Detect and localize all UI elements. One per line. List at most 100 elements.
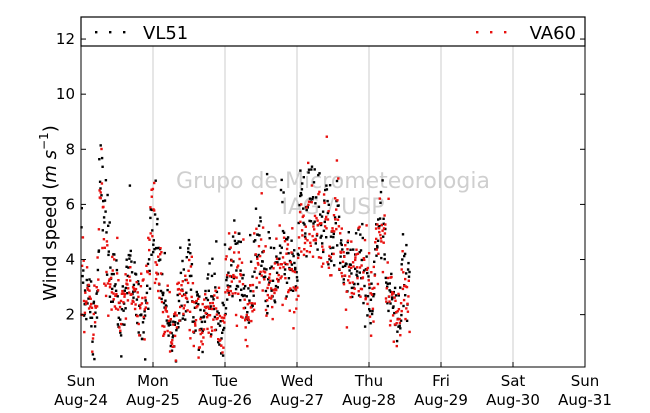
data-point-va60 xyxy=(105,270,108,274)
data-point-vl51 xyxy=(132,296,135,299)
data-point-va60 xyxy=(394,299,397,302)
data-point-vl51 xyxy=(234,242,237,245)
data-point-va60 xyxy=(388,324,392,327)
data-point-va60 xyxy=(194,324,197,327)
data-point-va60 xyxy=(262,250,265,253)
data-point-va60 xyxy=(102,238,106,241)
data-point-va60 xyxy=(365,224,368,227)
data-point-va60 xyxy=(123,295,126,298)
data-point-vl51 xyxy=(366,295,370,298)
data-point-vl51 xyxy=(256,255,259,259)
data-point-vl51 xyxy=(382,217,385,220)
data-point-vl51 xyxy=(387,309,390,313)
data-point-vl51 xyxy=(235,269,238,272)
data-point-vl51 xyxy=(104,179,108,182)
data-point-va60 xyxy=(148,238,151,241)
data-point-va60 xyxy=(297,256,300,260)
data-point-va60 xyxy=(368,283,371,286)
data-point-va60 xyxy=(313,228,316,231)
data-point-va60 xyxy=(297,294,300,298)
data-point-va60 xyxy=(197,356,200,359)
data-point-va60 xyxy=(384,223,387,226)
data-point-va60 xyxy=(147,236,150,240)
data-point-va60 xyxy=(198,329,201,332)
data-point-va60 xyxy=(268,276,271,279)
data-point-va60 xyxy=(169,331,172,334)
data-point-va60 xyxy=(150,188,153,191)
data-point-va60 xyxy=(355,266,359,269)
data-point-vl51 xyxy=(269,267,272,270)
data-point-vl51 xyxy=(376,244,379,248)
data-point-va60 xyxy=(195,306,198,309)
data-point-vl51 xyxy=(320,234,323,238)
data-point-vl51 xyxy=(214,286,217,289)
data-point-va60 xyxy=(353,287,356,290)
data-point-vl51 xyxy=(356,282,360,286)
data-point-vl51 xyxy=(360,258,363,262)
data-point-vl51 xyxy=(221,301,224,305)
data-point-va60 xyxy=(124,273,127,276)
data-point-vl51 xyxy=(385,281,388,284)
data-point-va60 xyxy=(144,296,147,299)
data-point-va60 xyxy=(181,289,184,293)
data-point-va60 xyxy=(158,296,161,300)
data-point-vl51 xyxy=(378,225,381,228)
data-point-va60 xyxy=(136,291,139,294)
data-point-vl51 xyxy=(332,232,335,236)
data-point-va60 xyxy=(339,232,342,235)
data-point-vl51 xyxy=(342,281,345,285)
data-point-va60 xyxy=(402,271,405,274)
data-point-va60 xyxy=(194,319,198,322)
data-point-va60 xyxy=(373,286,376,290)
data-point-va60 xyxy=(155,271,158,274)
data-point-va60 xyxy=(242,307,245,310)
data-point-vl51 xyxy=(308,219,311,223)
data-point-vl51 xyxy=(134,273,138,276)
data-point-vl51 xyxy=(217,341,220,344)
data-point-va60 xyxy=(369,292,372,295)
data-point-va60 xyxy=(123,293,127,296)
data-point-vl51 xyxy=(239,269,242,272)
data-point-va60 xyxy=(401,287,405,291)
data-point-vl51 xyxy=(294,268,297,271)
data-point-vl51 xyxy=(105,231,108,234)
data-point-va60 xyxy=(350,240,353,243)
data-point-va60 xyxy=(303,248,306,251)
data-point-vl51 xyxy=(289,288,293,292)
data-point-vl51 xyxy=(242,287,246,290)
data-point-vl51 xyxy=(185,291,188,294)
data-point-vl51 xyxy=(400,263,403,266)
data-point-vl51 xyxy=(317,205,321,208)
data-point-va60 xyxy=(244,319,247,322)
data-point-vl51 xyxy=(80,207,83,210)
data-point-va60 xyxy=(204,311,207,315)
data-point-vl51 xyxy=(294,285,298,288)
data-point-va60 xyxy=(80,264,84,267)
data-point-vl51 xyxy=(268,237,271,240)
data-point-va60 xyxy=(192,344,195,348)
data-point-vl51 xyxy=(215,240,218,243)
data-point-va60 xyxy=(387,197,390,200)
data-point-va60 xyxy=(134,287,138,291)
data-point-va60 xyxy=(229,289,232,293)
data-point-va60 xyxy=(381,270,385,274)
data-point-vl51 xyxy=(208,262,211,265)
data-point-va60 xyxy=(128,275,131,278)
data-point-va60 xyxy=(168,290,171,294)
data-point-va60 xyxy=(210,326,213,329)
data-point-va60 xyxy=(375,237,378,241)
data-point-vl51 xyxy=(392,305,395,308)
data-point-va60 xyxy=(379,237,383,240)
data-point-va60 xyxy=(137,295,140,299)
data-point-va60 xyxy=(400,309,403,313)
data-point-vl51 xyxy=(276,261,279,264)
data-point-vl51 xyxy=(320,215,324,218)
data-point-va60 xyxy=(209,335,213,338)
data-point-vl51 xyxy=(395,339,399,343)
data-point-vl51 xyxy=(393,286,397,290)
data-point-va60 xyxy=(122,301,125,304)
data-point-vl51 xyxy=(400,313,403,317)
data-point-vl51 xyxy=(187,238,191,242)
data-point-va60 xyxy=(367,279,370,282)
data-point-vl51 xyxy=(324,188,327,192)
